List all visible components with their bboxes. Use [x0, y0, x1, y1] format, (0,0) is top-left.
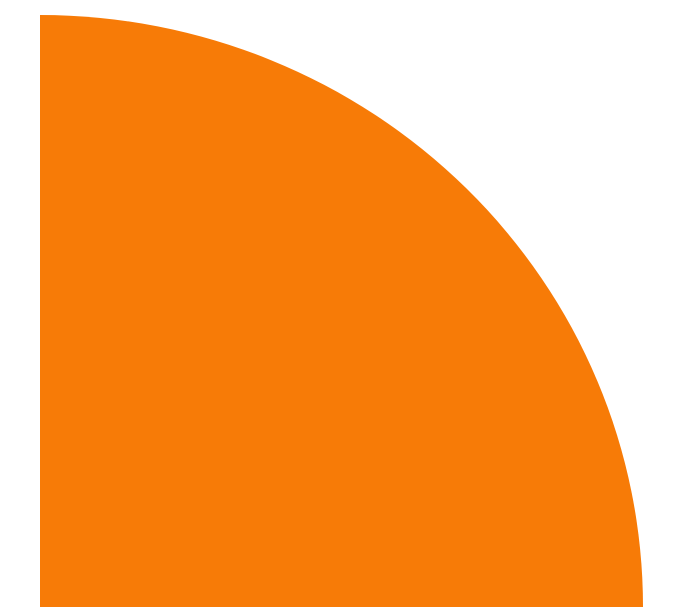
quarter-circle-shape [40, 15, 643, 607]
